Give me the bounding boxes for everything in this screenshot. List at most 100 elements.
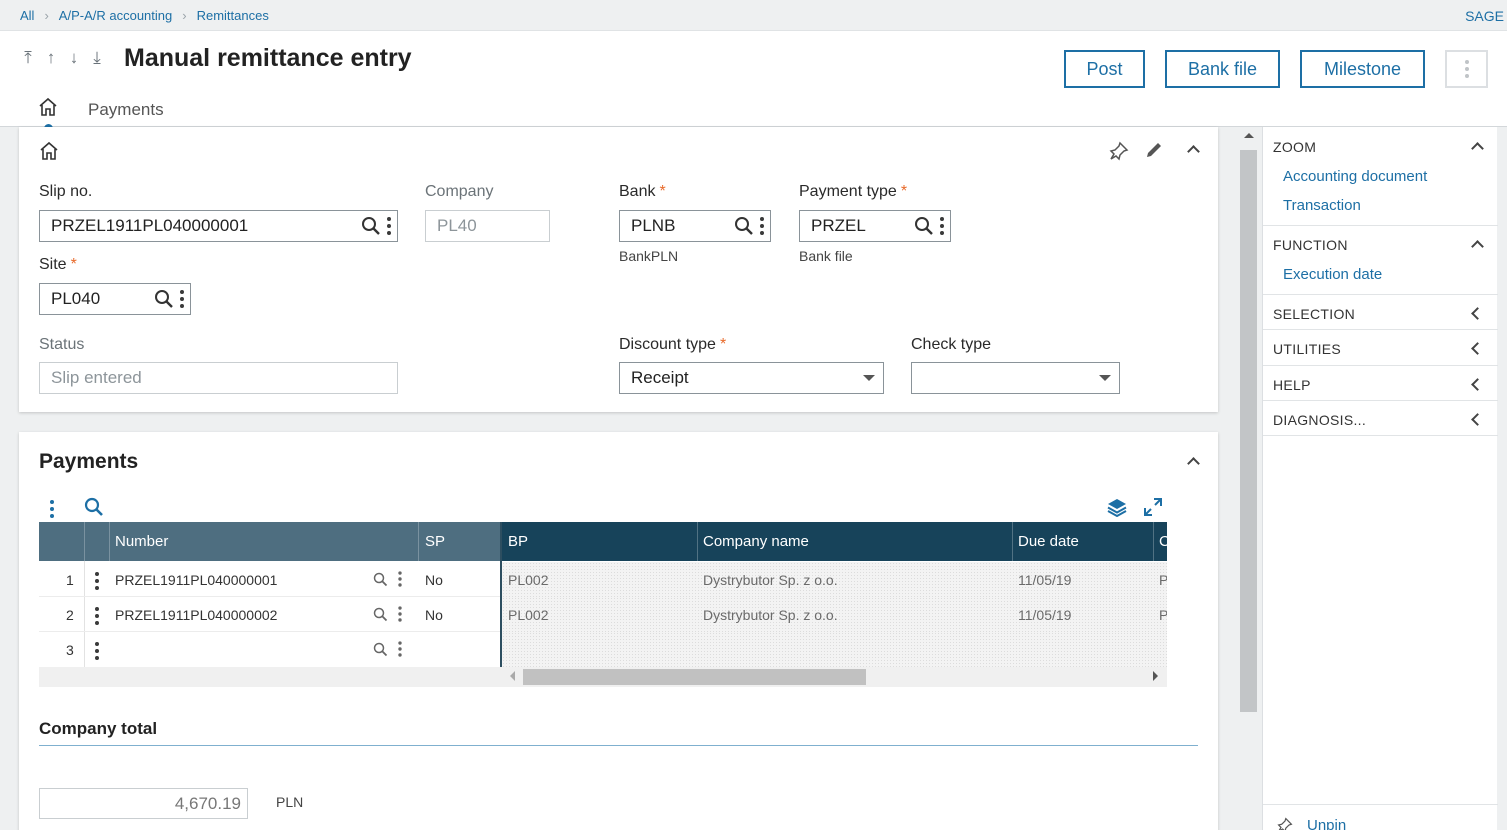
table-row[interactable]: 1 PRZEL1911PL040000001 No bbox=[39, 562, 501, 597]
sidebar-title-selection[interactable]: SELECTION bbox=[1273, 306, 1356, 322]
layers-icon[interactable] bbox=[1107, 497, 1127, 517]
search-icon[interactable] bbox=[361, 216, 381, 236]
page-scrollbar-thumb[interactable] bbox=[1240, 150, 1257, 712]
grid-search-icon[interactable] bbox=[84, 497, 104, 517]
chevron-up-icon[interactable] bbox=[1471, 240, 1484, 253]
table-row[interactable]: 2 PRZEL1911PL040000002 No bbox=[39, 597, 501, 632]
cell-menu-icon[interactable] bbox=[398, 606, 402, 622]
table-row-scrollable[interactable]: PL002 Dystrybutor Sp. z o.o. 11/05/19 P bbox=[502, 562, 1167, 597]
post-button[interactable]: Post bbox=[1064, 50, 1145, 88]
sidebar-title-diagnosis[interactable]: DIAGNOSIS... bbox=[1273, 412, 1367, 428]
slip-no-field[interactable]: PRZEL1911PL040000001 bbox=[39, 210, 398, 242]
grid-scrollbar-thumb[interactable] bbox=[523, 669, 866, 685]
scroll-up-icon[interactable] bbox=[1244, 133, 1254, 138]
search-icon[interactable] bbox=[734, 216, 754, 236]
table-row[interactable]: 3 bbox=[39, 632, 501, 667]
column-header-due-date[interactable]: Due date bbox=[1018, 533, 1079, 550]
sidebar-title-function[interactable]: FUNCTION bbox=[1273, 237, 1348, 253]
column-header-next[interactable]: C bbox=[1159, 533, 1167, 550]
field-menu-icon[interactable] bbox=[180, 290, 184, 308]
chevron-left-icon[interactable] bbox=[1471, 413, 1484, 426]
chevron-left-icon[interactable] bbox=[1471, 378, 1484, 391]
search-icon[interactable] bbox=[373, 642, 388, 657]
unpin-icon[interactable] bbox=[1277, 817, 1293, 830]
row-menu-icon[interactable] bbox=[95, 642, 99, 660]
company-total-field: 4,670.19 bbox=[39, 788, 248, 819]
sidebar-section-zoom: ZOOM Accounting document Transaction bbox=[1263, 127, 1498, 226]
link-accounting-document[interactable]: Accounting document bbox=[1283, 168, 1428, 185]
cell-menu-icon[interactable] bbox=[398, 641, 402, 657]
cell-menu-icon[interactable] bbox=[398, 571, 402, 587]
column-header-company-name[interactable]: Company name bbox=[703, 533, 809, 550]
sidebar-title-zoom[interactable]: ZOOM bbox=[1273, 139, 1317, 155]
column-header-sp[interactable]: SP bbox=[425, 533, 446, 550]
sidebar-section-help[interactable]: HELP bbox=[1263, 366, 1498, 401]
bank-file-button[interactable]: Bank file bbox=[1165, 50, 1280, 88]
breadcrumb-ap-ar-accounting[interactable]: A/P-A/R accounting bbox=[58, 8, 173, 23]
row-sp[interactable]: No bbox=[425, 572, 443, 588]
tab-payments[interactable]: Payments bbox=[88, 100, 164, 119]
previous-record-icon[interactable]: ↑ bbox=[46, 48, 56, 67]
row-menu-icon[interactable] bbox=[95, 607, 99, 625]
row-number[interactable]: PRZEL1911PL040000001 bbox=[115, 572, 278, 588]
chevron-left-icon[interactable] bbox=[1471, 342, 1484, 355]
edit-icon[interactable] bbox=[1144, 140, 1164, 160]
sidebar-title-utilities[interactable]: UTILITIES bbox=[1273, 341, 1342, 357]
link-execution-date[interactable]: Execution date bbox=[1283, 266, 1383, 283]
breadcrumb-all[interactable]: All bbox=[20, 8, 35, 23]
page-header: ⤒ ↑ ↓ ⤓ Manual remittance entry Post Ban… bbox=[0, 31, 1507, 133]
first-record-icon[interactable]: ⤒ bbox=[24, 48, 32, 67]
pin-icon[interactable] bbox=[1109, 141, 1129, 161]
site-field[interactable]: PL040 bbox=[39, 283, 191, 315]
breadcrumb-remittances[interactable]: Remittances bbox=[196, 8, 269, 23]
row-sp[interactable]: No bbox=[425, 607, 443, 623]
search-icon[interactable] bbox=[373, 572, 388, 587]
row-due-date: 11/05/19 bbox=[1018, 572, 1072, 588]
last-record-icon[interactable]: ⤓ bbox=[93, 48, 101, 67]
chevron-up-icon[interactable] bbox=[1471, 142, 1484, 155]
field-menu-icon[interactable] bbox=[940, 217, 944, 235]
check-type-label: Check type bbox=[911, 336, 992, 353]
table-row-scrollable[interactable]: PL002 Dystrybutor Sp. z o.o. 11/05/19 P bbox=[502, 597, 1167, 632]
sidebar-section-diagnosis[interactable]: DIAGNOSIS... bbox=[1263, 401, 1498, 436]
home-icon bbox=[40, 141, 58, 160]
table-row-scrollable[interactable] bbox=[502, 632, 1167, 667]
collapse-section-icon[interactable] bbox=[1187, 457, 1200, 470]
scroll-left-icon[interactable] bbox=[510, 671, 515, 681]
milestone-button[interactable]: Milestone bbox=[1300, 50, 1425, 88]
row-menu-icon[interactable] bbox=[95, 572, 99, 590]
row-separator bbox=[39, 631, 500, 632]
grid-header-fixed: Number SP bbox=[39, 522, 501, 561]
row-company-name: Dystrybutor Sp. z o.o. bbox=[703, 607, 838, 623]
search-icon[interactable] bbox=[154, 289, 174, 309]
sidebar-section-selection[interactable]: SELECTION bbox=[1263, 295, 1498, 330]
column-header-number[interactable]: Number bbox=[115, 533, 169, 550]
scroll-right-icon[interactable] bbox=[1153, 671, 1158, 681]
discount-type-select[interactable]: Receipt bbox=[619, 362, 884, 394]
collapse-section-icon[interactable] bbox=[1187, 145, 1200, 158]
search-icon[interactable] bbox=[914, 216, 934, 236]
search-icon[interactable] bbox=[373, 607, 388, 622]
brand-link[interactable]: SAGE bbox=[1465, 8, 1504, 24]
check-type-select[interactable] bbox=[911, 362, 1120, 394]
row-number[interactable]: PRZEL1911PL040000002 bbox=[115, 607, 278, 623]
unpin-link[interactable]: Unpin bbox=[1307, 817, 1347, 830]
grid-menu-icon[interactable] bbox=[50, 500, 54, 518]
field-menu-icon[interactable] bbox=[760, 217, 764, 235]
sidebar-title-help[interactable]: HELP bbox=[1273, 377, 1311, 393]
next-record-icon[interactable]: ↓ bbox=[69, 48, 79, 67]
field-menu-icon[interactable] bbox=[387, 217, 391, 235]
frozen-column-divider bbox=[500, 522, 502, 667]
payment-type-field[interactable]: PRZEL bbox=[799, 210, 951, 242]
more-actions-button[interactable] bbox=[1445, 50, 1488, 88]
bank-label: Bank * bbox=[619, 183, 666, 201]
home-tab-icon[interactable] bbox=[38, 97, 58, 117]
sidebar-section-utilities[interactable]: UTILITIES bbox=[1263, 330, 1498, 366]
row-index: 2 bbox=[66, 607, 74, 623]
column-header-bp[interactable]: BP bbox=[508, 533, 529, 550]
link-transaction[interactable]: Transaction bbox=[1283, 197, 1361, 214]
expand-icon[interactable] bbox=[1143, 497, 1163, 517]
payment-type-description: Bank file bbox=[799, 248, 853, 264]
chevron-left-icon[interactable] bbox=[1471, 307, 1484, 320]
bank-field[interactable]: PLNB bbox=[619, 210, 771, 242]
